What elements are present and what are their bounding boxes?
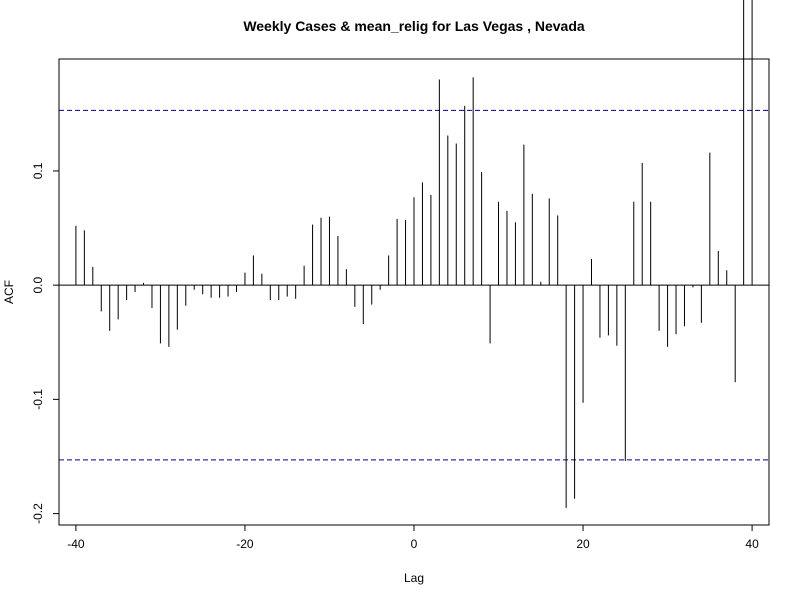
- y-axis: -0.2 -0.1 0.0 0.1: [31, 162, 60, 524]
- x-tick-label: 20: [576, 537, 590, 551]
- y-tick-label: -0.2: [31, 503, 45, 524]
- confidence-bounds: [59, 109, 769, 461]
- x-tick-label: -40: [67, 537, 85, 551]
- plot-frame: [58, 58, 770, 526]
- y-tick-label: 0.1: [31, 162, 45, 179]
- x-tick-label: 0: [411, 537, 418, 551]
- x-tick-label: 40: [745, 537, 759, 551]
- y-tick-label: -0.1: [31, 389, 45, 410]
- acf-bars: [59, 0, 769, 508]
- y-axis-label: ACF: [2, 280, 16, 304]
- y-tick-label: 0.0: [31, 276, 45, 293]
- chart-title: Weekly Cases & mean_relig for Las Vegas …: [243, 18, 585, 34]
- x-axis-label: Lag: [404, 571, 424, 585]
- x-tick-label: -20: [236, 537, 254, 551]
- x-axis: -40 -20 0 20 40: [67, 524, 759, 551]
